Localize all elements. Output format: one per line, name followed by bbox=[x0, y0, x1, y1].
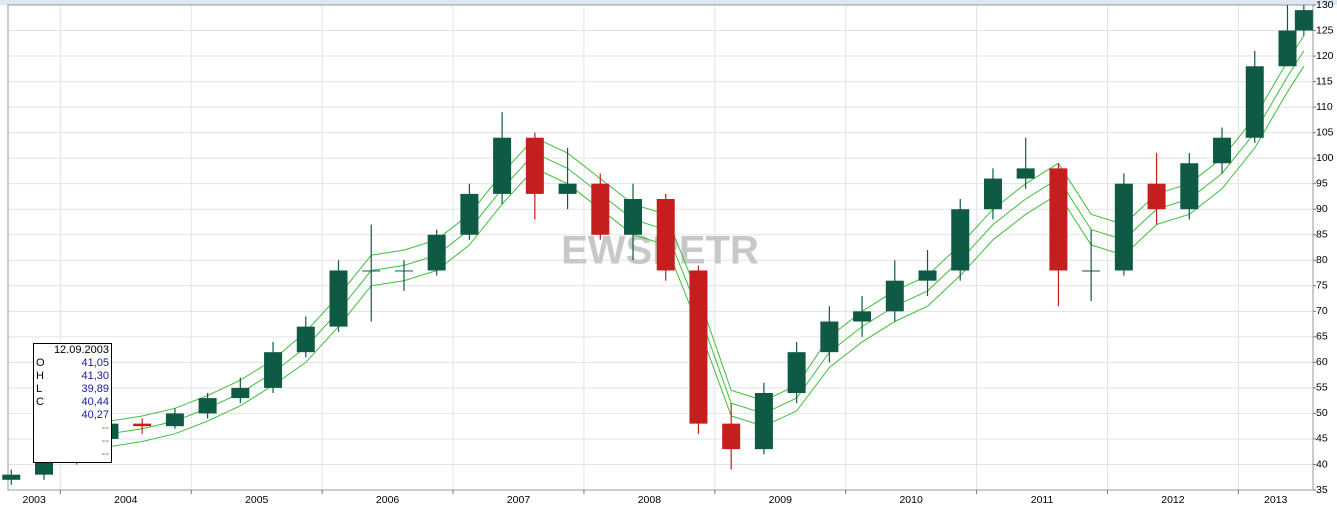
candle-body bbox=[1213, 137, 1232, 164]
candle-body bbox=[525, 137, 544, 194]
x-tick-label: 2010 bbox=[899, 494, 923, 506]
info-placeholder: -- bbox=[101, 435, 109, 447]
info-box: 12.09.2003 O 41,05 H 41,30 L 39,89 C 40,44 40,2… bbox=[33, 343, 112, 463]
info-row: C 40,44 bbox=[34, 396, 111, 409]
info-placeholder: -- bbox=[101, 448, 109, 460]
x-tick-label: 2003 bbox=[22, 494, 46, 506]
candle-body bbox=[362, 270, 381, 272]
y-tick-label: 70 bbox=[1316, 305, 1328, 317]
y-tick-label: 80 bbox=[1316, 254, 1328, 266]
info-extra: 40,27 bbox=[81, 409, 109, 421]
candle-body bbox=[1147, 183, 1166, 210]
candle-body bbox=[951, 209, 970, 271]
candle-body bbox=[329, 270, 348, 327]
y-tick-label: 100 bbox=[1316, 152, 1334, 164]
candle-body bbox=[1049, 168, 1068, 271]
x-tick-label: 2005 bbox=[245, 494, 269, 506]
y-tick-label: 125 bbox=[1316, 24, 1334, 36]
y-tick-label: 105 bbox=[1316, 126, 1334, 138]
info-row: O 41,05 bbox=[34, 357, 111, 370]
y-tick-label: 120 bbox=[1316, 50, 1334, 62]
candle-body bbox=[558, 183, 577, 194]
candle-body bbox=[820, 321, 839, 353]
x-tick-label: 2011 bbox=[1031, 494, 1054, 506]
x-tick-label: 2008 bbox=[638, 494, 662, 506]
candle-body bbox=[722, 423, 741, 450]
candle-body bbox=[1278, 30, 1297, 67]
candle-body bbox=[885, 280, 904, 312]
plot-frame bbox=[7, 4, 1314, 491]
candle-body bbox=[493, 137, 512, 194]
candle-body bbox=[1245, 66, 1264, 138]
candle-body bbox=[689, 270, 708, 424]
info-value: 40,44 bbox=[81, 396, 109, 408]
candle-body bbox=[1016, 168, 1035, 179]
y-tick-label: 115 bbox=[1316, 75, 1333, 87]
y-tick-label: 65 bbox=[1316, 331, 1328, 343]
y-tick-label: 45 bbox=[1316, 433, 1328, 445]
candle-body bbox=[624, 199, 643, 235]
x-tick-label: 2004 bbox=[114, 494, 138, 506]
info-row: L 39,89 bbox=[34, 383, 111, 396]
candle-body bbox=[656, 199, 675, 271]
info-value: 39,89 bbox=[81, 383, 109, 395]
candle-body bbox=[1180, 163, 1199, 210]
info-date: 12.09.2003 bbox=[53, 344, 109, 356]
candle-body bbox=[853, 311, 872, 322]
candle-body bbox=[1294, 10, 1313, 31]
info-label: O bbox=[36, 357, 45, 369]
candle-body bbox=[1082, 270, 1101, 272]
info-value: 41,30 bbox=[81, 370, 109, 382]
header-strip bbox=[0, 0, 1337, 5]
y-tick-label: 40 bbox=[1316, 458, 1328, 470]
info-placeholder: -- bbox=[101, 422, 109, 434]
candle-body bbox=[427, 234, 446, 271]
y-tick-label: 35 bbox=[1316, 484, 1328, 496]
candle-body bbox=[264, 352, 283, 388]
y-tick-label: 95 bbox=[1316, 177, 1328, 189]
y-tick-label: 50 bbox=[1316, 407, 1328, 419]
y-tick-label: 85 bbox=[1316, 229, 1328, 241]
candle-body bbox=[296, 326, 315, 353]
info-rows: O 41,05 H 41,30 L 39,89 C 40,44 bbox=[34, 357, 111, 409]
x-tick-label: 2006 bbox=[376, 494, 400, 506]
candle-body bbox=[198, 398, 217, 414]
candle-body bbox=[1114, 183, 1133, 271]
info-placeholders: -- -- -- bbox=[34, 422, 111, 461]
y-tick-label: 60 bbox=[1316, 356, 1328, 368]
candle-body bbox=[591, 183, 610, 235]
candle-body bbox=[754, 393, 773, 450]
candle-body bbox=[2, 474, 21, 480]
candle-body bbox=[394, 270, 413, 272]
candle-body bbox=[983, 178, 1002, 210]
grid bbox=[8, 4, 1313, 491]
info-label: L bbox=[36, 383, 43, 395]
y-tick-label: 90 bbox=[1316, 203, 1328, 215]
candle-body bbox=[133, 423, 152, 427]
candle-body bbox=[231, 387, 250, 399]
candle-body bbox=[165, 413, 184, 427]
info-label: C bbox=[36, 396, 44, 408]
y-tick-label: 130 bbox=[1316, 0, 1334, 11]
y-tick-label: 75 bbox=[1316, 280, 1328, 292]
x-tick-label: 2013 bbox=[1264, 494, 1288, 506]
candle-body bbox=[34, 459, 53, 475]
candle-body bbox=[918, 270, 937, 281]
x-tick-label: 2007 bbox=[507, 494, 531, 506]
y-tick-label: 55 bbox=[1316, 382, 1328, 394]
x-tick-label: 2009 bbox=[769, 494, 793, 506]
candle-body bbox=[460, 193, 479, 235]
info-label: H bbox=[36, 370, 44, 382]
info-value: 41,05 bbox=[81, 357, 109, 369]
info-row: H 41,30 bbox=[34, 370, 111, 383]
candle-body bbox=[787, 352, 806, 393]
y-tick-label: 110 bbox=[1316, 101, 1333, 113]
x-tick-label: 2012 bbox=[1161, 494, 1185, 506]
